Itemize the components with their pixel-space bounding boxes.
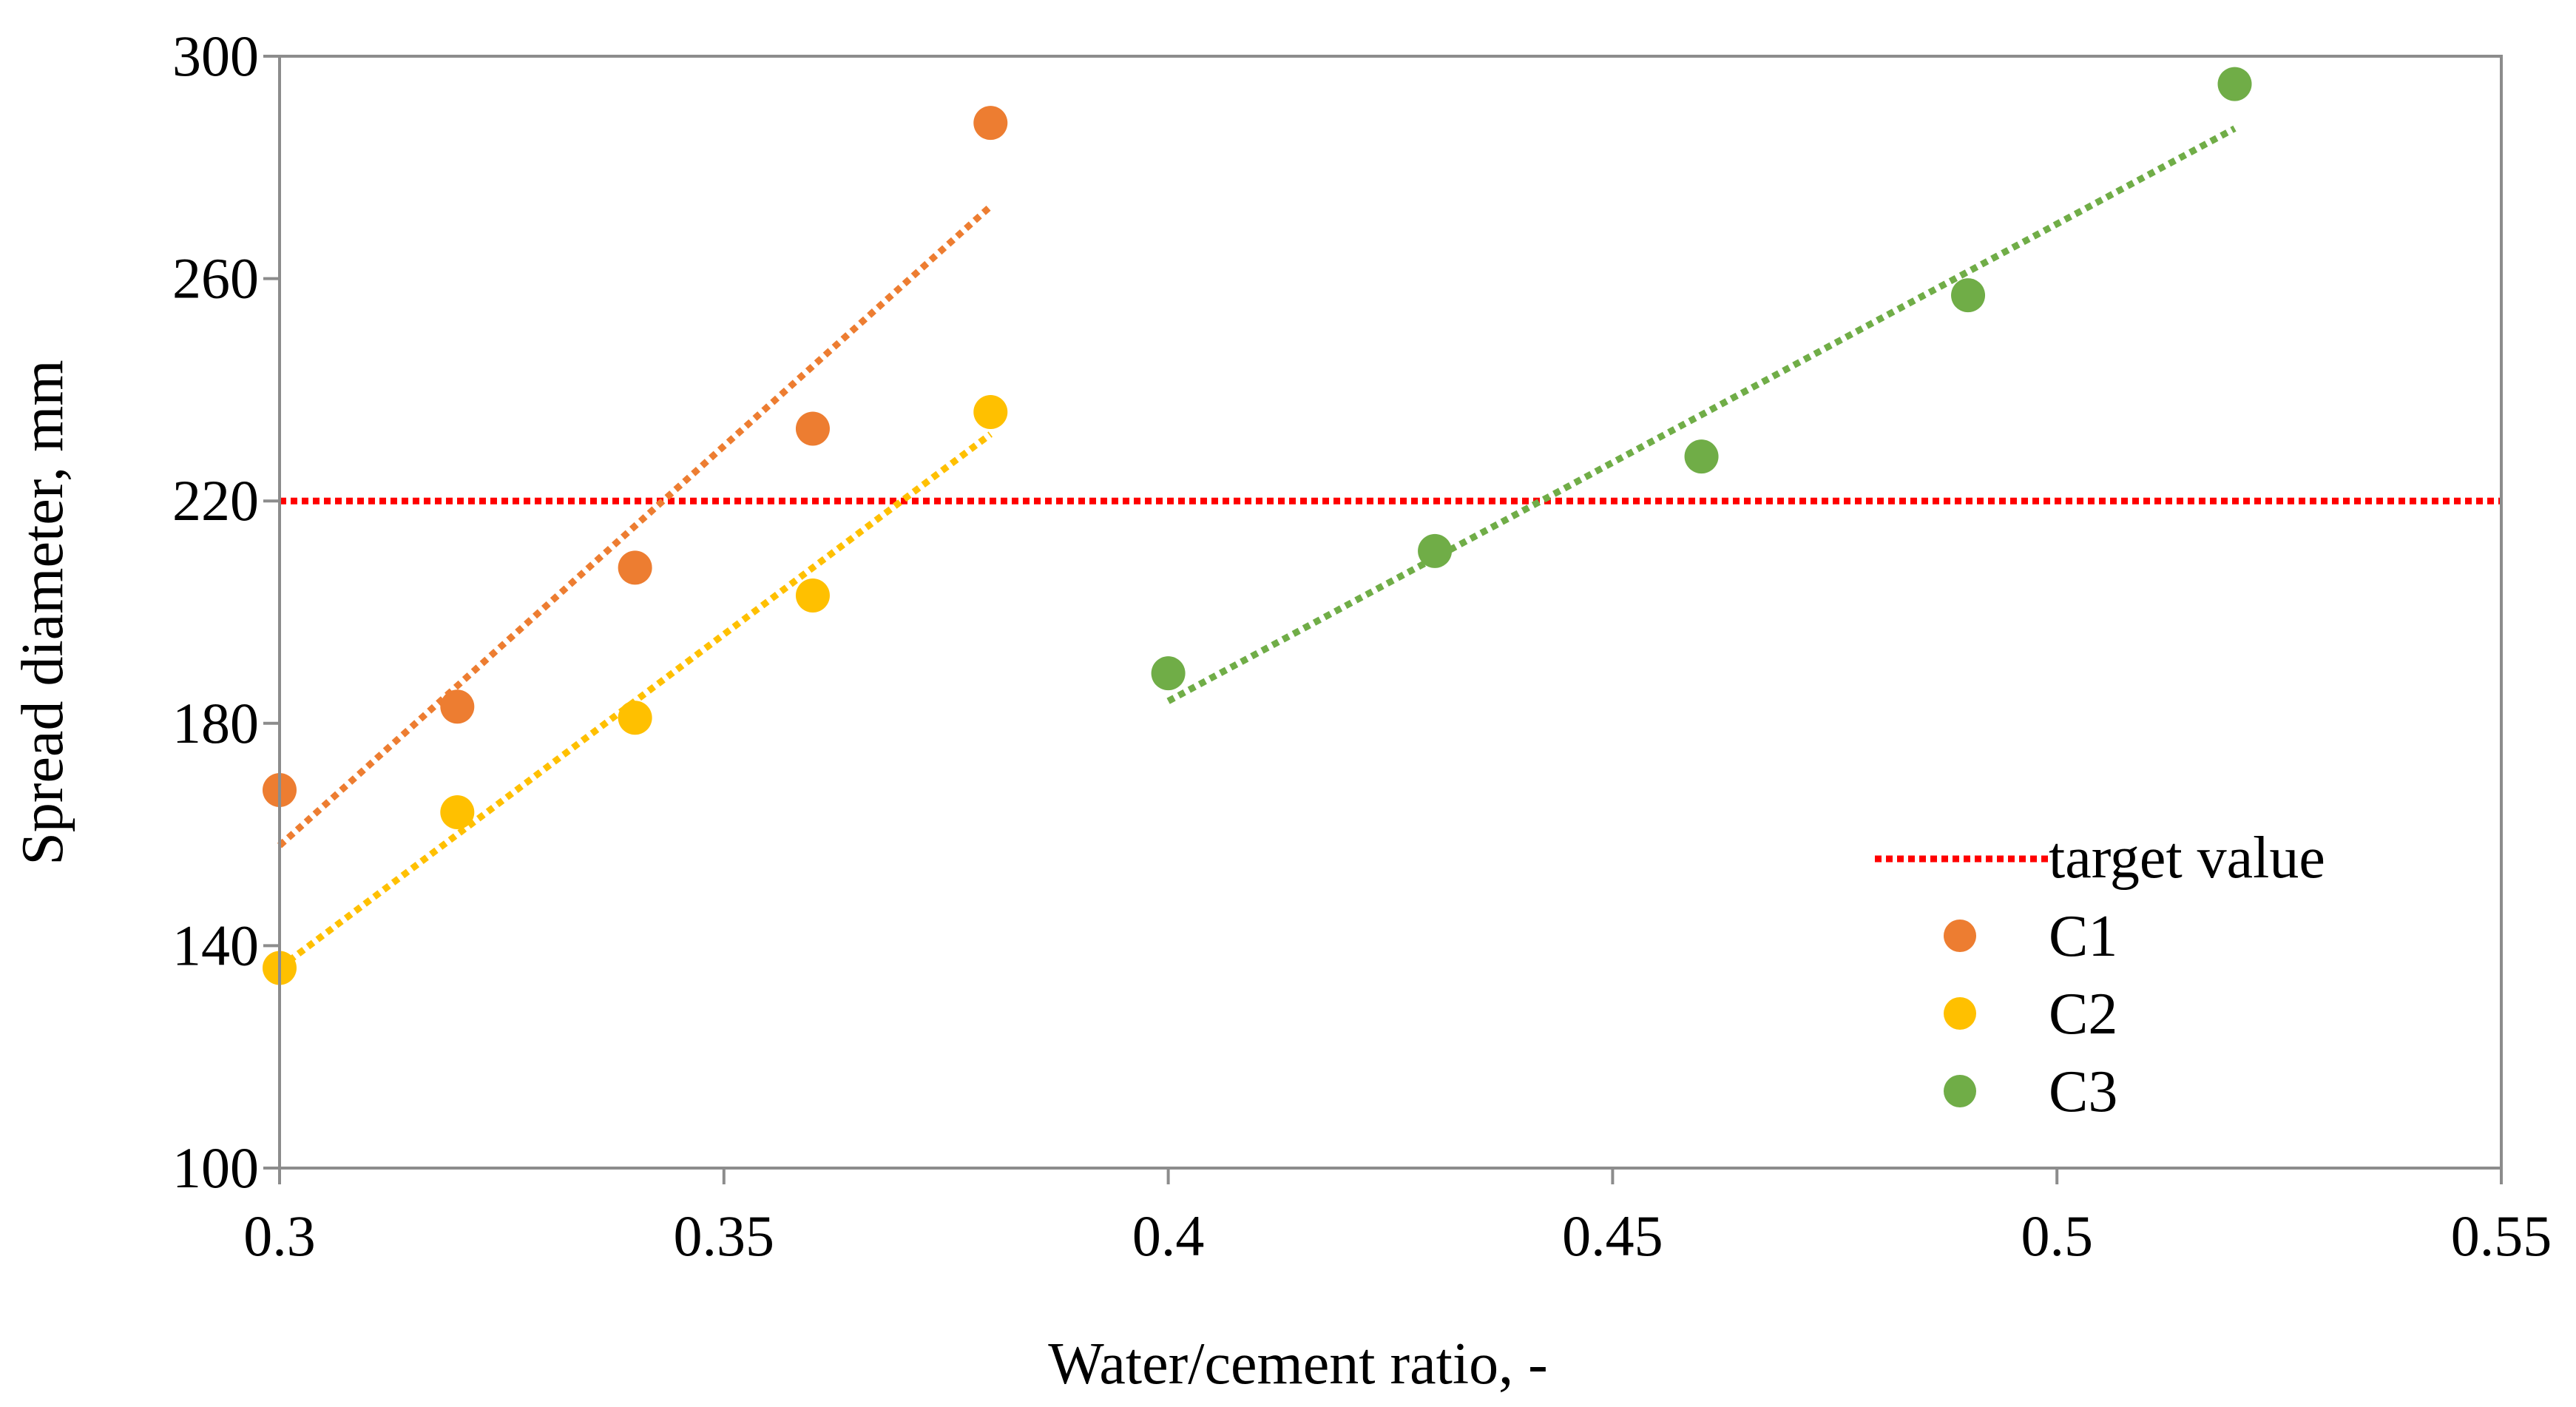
x-tick-label-0.3: 0.3 bbox=[243, 1204, 316, 1268]
legend-label-c1: C1 bbox=[2049, 904, 2117, 969]
data-point-c1-2 bbox=[618, 550, 652, 585]
data-point-c2-1 bbox=[440, 795, 475, 830]
data-point-c1-1 bbox=[440, 689, 475, 724]
x-tick-label-0.35: 0.35 bbox=[674, 1204, 775, 1268]
legend-label-target-value: target value bbox=[2049, 826, 2325, 891]
data-point-c1-3 bbox=[795, 411, 830, 446]
data-point-c1-4 bbox=[973, 106, 1008, 141]
y-axis-title: Spread diameter, mm bbox=[10, 360, 75, 865]
data-point-c2-3 bbox=[795, 578, 830, 613]
y-tick-label-260: 260 bbox=[172, 246, 259, 311]
trendline-c3 bbox=[1166, 125, 2237, 704]
legend-label-c3: C3 bbox=[2049, 1059, 2117, 1124]
legend: target value C1 C2 C3 bbox=[1875, 826, 2325, 1124]
trendline-c1 bbox=[277, 203, 993, 848]
legend-marker-c1 bbox=[1944, 920, 1976, 952]
data-point-c3-0 bbox=[1151, 656, 1186, 691]
legend-label-c2: C2 bbox=[2049, 982, 2117, 1047]
x-tick-label-0.45: 0.45 bbox=[1562, 1204, 1663, 1268]
y-tick-label-300: 300 bbox=[172, 24, 259, 88]
x-tick-label-0.5: 0.5 bbox=[2021, 1204, 2093, 1268]
legend-marker-c3 bbox=[1944, 1075, 1976, 1107]
y-tick-label-180: 180 bbox=[172, 691, 259, 755]
plot-area bbox=[263, 67, 2501, 985]
legend-marker-c2 bbox=[1944, 997, 1976, 1030]
data-point-c3-2 bbox=[1684, 439, 1719, 474]
axes: 100 140 180 220 260 300 0.3 0.35 0.4 0.45 0.5 0.55 bbox=[172, 24, 2552, 1268]
plot-border bbox=[278, 55, 2503, 1170]
data-point-c2-4 bbox=[973, 394, 1008, 429]
data-point-c2-2 bbox=[618, 701, 652, 735]
data-point-c3-4 bbox=[2217, 67, 2252, 101]
data-point-c3-3 bbox=[1951, 278, 1986, 313]
x-tick-label-0.55: 0.55 bbox=[2451, 1204, 2552, 1268]
y-tick-label-140: 140 bbox=[172, 913, 259, 977]
x-axis-title: Water/cement ratio, - bbox=[1048, 1332, 1547, 1397]
y-tick-label-100: 100 bbox=[172, 1136, 259, 1200]
y-tick-label-220: 220 bbox=[172, 468, 259, 533]
x-tick-label-0.4: 0.4 bbox=[1132, 1204, 1205, 1268]
data-point-c3-1 bbox=[1418, 533, 1453, 568]
